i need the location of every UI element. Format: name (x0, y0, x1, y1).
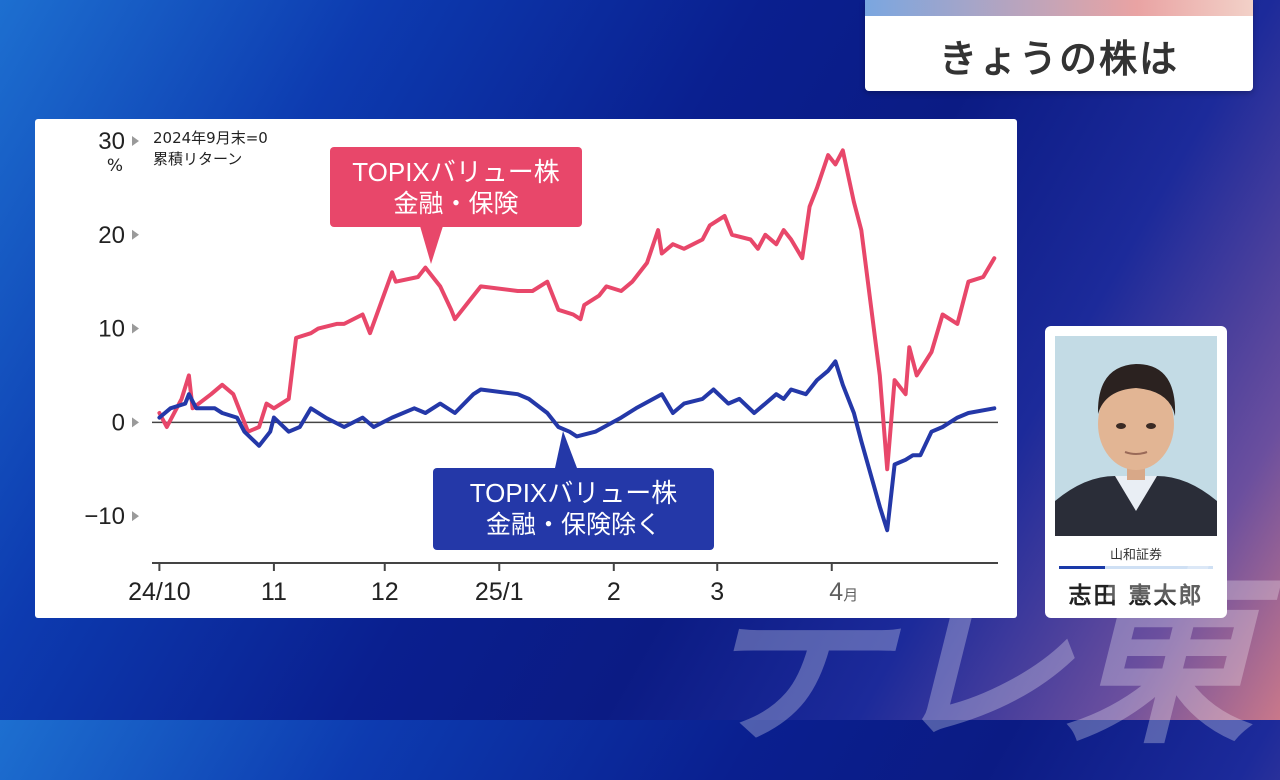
commentator-company: 山和証券 (1109, 548, 1162, 563)
commentator-card: 山和証券 志田 憲太郎 (1045, 326, 1227, 618)
y-tick-arrow (132, 511, 139, 522)
title-accent-strip (865, 0, 1253, 16)
x-tick-label: 4月 (829, 578, 858, 606)
callout-financial-line1: TOPIXバリュー株 (352, 157, 560, 187)
y-tick-arrow (132, 417, 139, 428)
x-tick-label: 11 (261, 578, 287, 606)
y-tick-label: 0 (112, 409, 125, 436)
commentator-name: 志田 憲太郎 (1068, 583, 1204, 609)
series-line-ex-financial (157, 359, 997, 533)
chart-note-return: 累積リターン (153, 150, 242, 168)
y-tick-arrow (132, 229, 139, 240)
callout-financial-pointer (420, 226, 443, 264)
x-tick-label: 12 (371, 578, 399, 606)
callout-ex-financial-box (433, 468, 714, 550)
cumulative-return-chart: 30 20 10 0 −10% 2024年9月末=0 累積リターン 24/10 11 12 25/1… (84, 128, 998, 606)
x-tick-label: 3 (710, 578, 724, 606)
y-tick-label: 10 (98, 316, 125, 343)
title-box: きょうの株は (865, 0, 1253, 91)
callout-ex-financial-pointer (555, 431, 577, 468)
chart-panel: 30 20 10 0 −10% 2024年9月末=0 累積リターン 24/10 11 12 25/1… (35, 119, 1017, 618)
callout-financial-box (330, 147, 582, 227)
callout-ex-financial-line1: TOPIXバリュー株 (470, 478, 678, 508)
y-tick-label: 20 (98, 222, 125, 249)
commentator-photo (1055, 336, 1217, 536)
y-tick-arrow (132, 136, 139, 146)
y-unit-label: % (107, 156, 123, 176)
x-tick-label: 25/1 (475, 578, 524, 606)
program-title: きょうの株は (938, 37, 1179, 81)
y-tick-label: 30 (98, 128, 125, 155)
chart-note-baseline: 2024年9月末=0 (153, 129, 268, 147)
x-tick-label: 24/10 (128, 578, 191, 606)
name-divider (1059, 566, 1213, 569)
y-tick-arrow (132, 323, 139, 334)
channel-watermark: テレ東 (700, 549, 1254, 770)
callout-financial-line2: 金融・保険 (393, 189, 518, 218)
series-line-financial (157, 148, 997, 472)
callout-ex-financial-line2: 金融・保険除く (486, 510, 661, 539)
x-tick-label: 2 (607, 578, 621, 606)
y-tick-label: −10 (84, 503, 125, 530)
